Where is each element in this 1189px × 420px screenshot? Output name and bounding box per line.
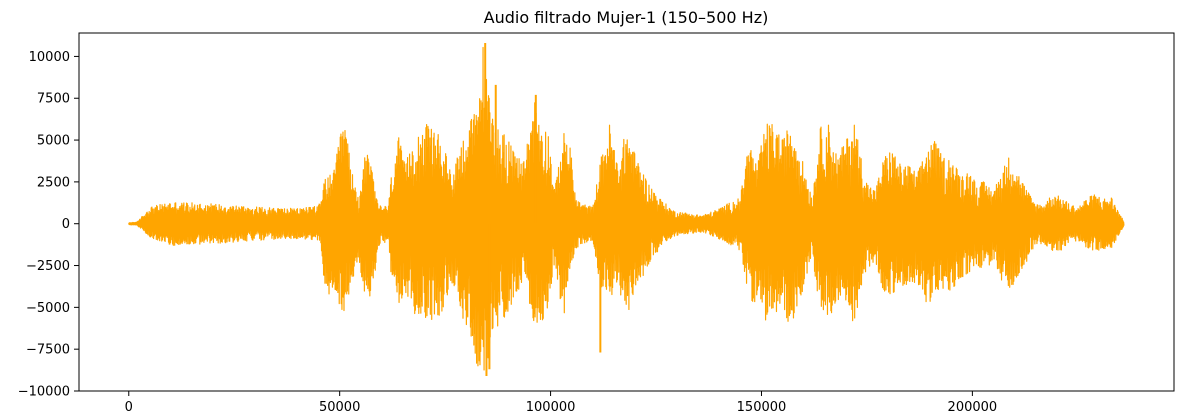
axes: 0 50000 100000 150000 200000−10000−7500−5000… bbox=[18, 32, 1175, 415]
x-tick-label: 200000 bbox=[948, 400, 998, 415]
axes-frame bbox=[78, 32, 1175, 392]
y-tick-label: 5000 bbox=[37, 134, 70, 149]
y-tick-label: 0 bbox=[62, 217, 70, 232]
plot-area bbox=[128, 43, 1125, 376]
y-tick-label: 7500 bbox=[37, 92, 70, 107]
x-tick-label: 0 bbox=[125, 400, 133, 415]
x-tick-label: 50000 bbox=[319, 400, 360, 415]
x-tick-label: 100000 bbox=[526, 400, 576, 415]
y-tick-label: 2500 bbox=[37, 175, 70, 190]
y-tick-label: −10000 bbox=[18, 385, 70, 400]
y-tick-label: −7500 bbox=[26, 343, 70, 358]
y-tick-label: −2500 bbox=[26, 259, 70, 274]
x-tick-label: 150000 bbox=[737, 400, 787, 415]
y-tick-label: 10000 bbox=[29, 50, 70, 65]
audio-waveform-series bbox=[128, 46, 1125, 371]
y-tick-label: −5000 bbox=[26, 301, 70, 316]
chart-title: Audio filtrado Mujer-1 (150–500 Hz) bbox=[484, 8, 769, 27]
